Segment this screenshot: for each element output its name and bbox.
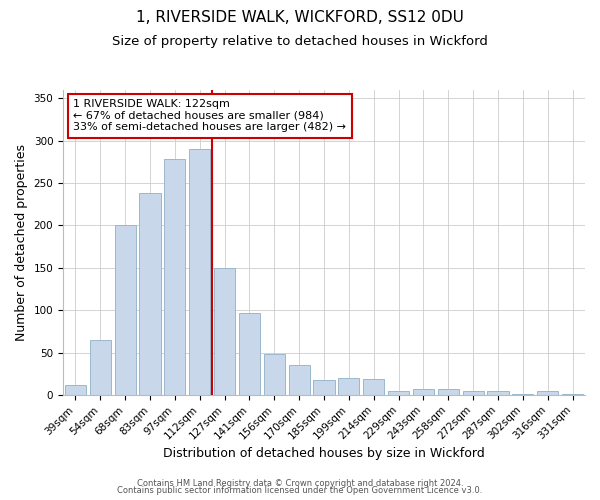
- Text: 1, RIVERSIDE WALK, WICKFORD, SS12 0DU: 1, RIVERSIDE WALK, WICKFORD, SS12 0DU: [136, 10, 464, 25]
- Bar: [139, 194, 161, 395]
- Bar: [264, 354, 285, 395]
- Bar: [115, 226, 136, 395]
- Bar: [562, 394, 583, 395]
- Text: 1 RIVERSIDE WALK: 122sqm
← 67% of detached houses are smaller (984)
33% of semi-: 1 RIVERSIDE WALK: 122sqm ← 67% of detach…: [73, 99, 346, 132]
- Text: Contains public sector information licensed under the Open Government Licence v3: Contains public sector information licen…: [118, 486, 482, 495]
- Bar: [65, 384, 86, 395]
- Bar: [164, 160, 185, 395]
- X-axis label: Distribution of detached houses by size in Wickford: Distribution of detached houses by size …: [163, 447, 485, 460]
- Y-axis label: Number of detached properties: Number of detached properties: [15, 144, 28, 341]
- Bar: [438, 389, 459, 395]
- Bar: [537, 390, 558, 395]
- Bar: [463, 392, 484, 395]
- Bar: [363, 379, 384, 395]
- Bar: [388, 390, 409, 395]
- Bar: [413, 389, 434, 395]
- Bar: [214, 268, 235, 395]
- Text: Size of property relative to detached houses in Wickford: Size of property relative to detached ho…: [112, 35, 488, 48]
- Bar: [189, 150, 210, 395]
- Bar: [512, 394, 533, 395]
- Bar: [487, 392, 509, 395]
- Bar: [90, 340, 111, 395]
- Bar: [289, 365, 310, 395]
- Bar: [313, 380, 335, 395]
- Bar: [338, 378, 359, 395]
- Text: Contains HM Land Registry data © Crown copyright and database right 2024.: Contains HM Land Registry data © Crown c…: [137, 478, 463, 488]
- Bar: [239, 312, 260, 395]
